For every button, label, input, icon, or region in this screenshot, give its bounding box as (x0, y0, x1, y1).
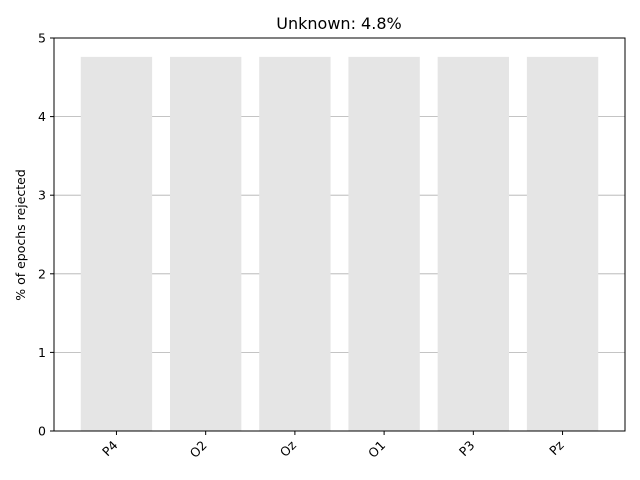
x-tick-label: P4 (99, 437, 121, 459)
y-tick-label: 5 (38, 31, 46, 46)
bar-p4 (80, 56, 153, 431)
bar-p3 (437, 56, 510, 431)
bars (80, 56, 599, 431)
x-tick-label: O2 (187, 438, 210, 461)
y-tick-label: 4 (38, 109, 46, 124)
bar-o2 (169, 56, 242, 431)
y-tick-label: 1 (38, 345, 46, 360)
x-tick-label: Oz (277, 437, 300, 460)
y-axis: 0 1 2 3 4 5 (38, 31, 54, 439)
x-axis: P4 O2 Oz O1 P3 Pz (99, 431, 567, 461)
plot-frame (53, 37, 626, 432)
y-tick-label: 3 (38, 188, 46, 203)
x-tick-label: Pz (546, 437, 567, 458)
y-axis-label: % of epochs rejected (13, 169, 28, 301)
bar-pz (526, 56, 599, 431)
chart-title: Unknown: 4.8% (276, 14, 401, 33)
x-tick-label: O1 (365, 438, 388, 461)
y-tick-label: 2 (38, 266, 46, 281)
bar-oz (259, 56, 331, 431)
x-tick-label: P3 (456, 438, 478, 460)
bar-o1 (348, 56, 420, 431)
y-tick-label: 0 (38, 424, 46, 439)
